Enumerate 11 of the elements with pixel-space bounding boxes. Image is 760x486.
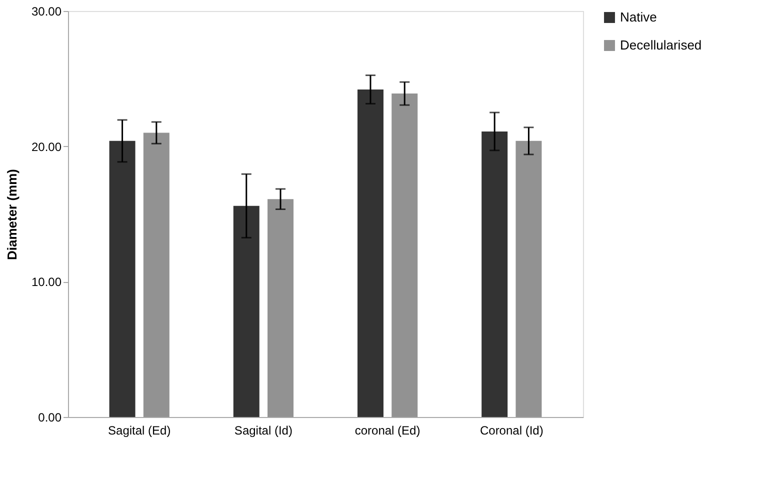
legend-label: Decellularised (620, 38, 702, 52)
y-tick-label: 20.00 (31, 140, 62, 154)
x-tick-label: Sagital (Ed) (108, 424, 171, 438)
x-tick-label: coronal (Ed) (354, 424, 420, 438)
legend-label: Native (620, 10, 657, 24)
y-tick-label: 0.00 (38, 410, 62, 424)
x-tick-label: Sagital (Id) (234, 424, 292, 438)
y-tick-label: 10.00 (31, 275, 62, 290)
y-tick-label: 30.00 (31, 4, 62, 18)
y-axis-title: Diameter (mm) (4, 168, 20, 260)
x-tick-label: Coronal (Id) (480, 424, 544, 438)
